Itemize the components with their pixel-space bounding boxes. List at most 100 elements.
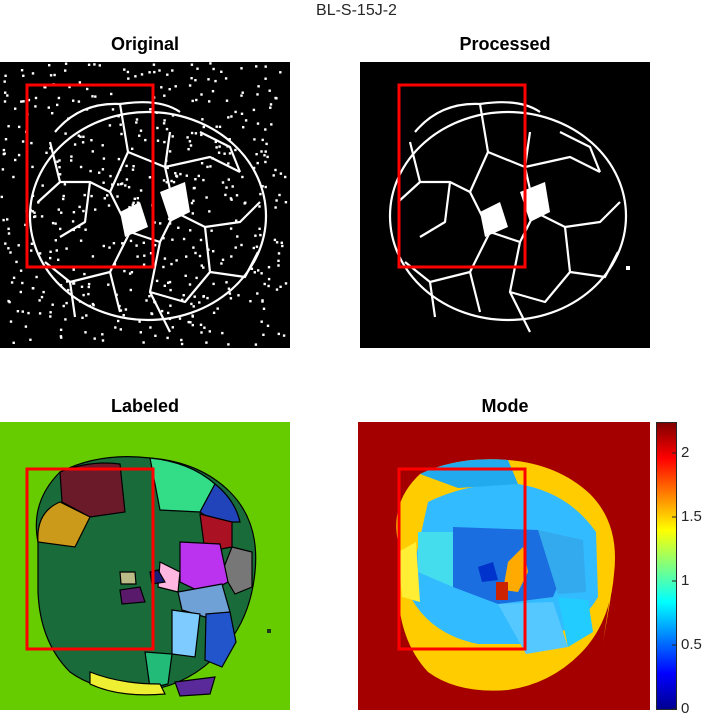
colorbar-tick-label: 2 <box>681 444 690 461</box>
noise-speck <box>163 284 166 287</box>
noise-speck <box>127 186 131 189</box>
noise-speck <box>208 100 211 103</box>
noise-speck <box>171 69 174 72</box>
noise-speck <box>49 147 52 150</box>
noise-speck <box>191 99 194 103</box>
noise-speck <box>190 201 194 205</box>
noise-speck <box>48 64 51 67</box>
noise-speck <box>168 88 171 91</box>
noise-speck <box>49 74 53 77</box>
roi-box <box>25 83 155 269</box>
noise-speck <box>200 264 203 267</box>
noise-speck <box>142 341 145 344</box>
noise-speck <box>209 62 212 65</box>
noise-speck <box>182 294 185 297</box>
noise-speck <box>107 204 111 207</box>
noise-speck <box>256 292 259 295</box>
noise-speck <box>241 175 244 179</box>
noise-speck <box>131 147 134 150</box>
noise-speck <box>119 309 123 312</box>
noise-speck <box>255 153 258 156</box>
noise-speck <box>72 99 75 102</box>
noise-speck <box>82 293 85 297</box>
noise-speck <box>79 165 83 169</box>
noise-speck <box>66 280 69 283</box>
noise-speck <box>200 162 204 165</box>
noise-speck <box>199 238 203 242</box>
noise-speck <box>142 241 145 244</box>
noise-speck <box>17 153 21 157</box>
noise-speck <box>264 65 267 68</box>
noise-speck <box>162 122 166 125</box>
noise-speck <box>217 151 221 154</box>
noise-speck <box>4 138 8 141</box>
noise-speck <box>9 251 12 254</box>
noise-speck <box>264 128 267 131</box>
noise-speck <box>274 96 277 100</box>
noise-speck <box>185 255 188 258</box>
noise-speck <box>68 85 71 89</box>
noise-speck <box>170 262 173 266</box>
noise-speck <box>12 341 15 344</box>
noise-speck <box>227 116 230 119</box>
noise-speck <box>236 235 239 238</box>
noise-speck <box>275 288 279 291</box>
noise-speck <box>279 285 282 288</box>
noise-speck <box>267 266 271 269</box>
noise-speck <box>102 157 106 160</box>
noise-speck <box>168 150 172 153</box>
noise-speck <box>41 184 44 187</box>
noise-speck <box>182 237 186 241</box>
noise-speck <box>112 242 116 245</box>
noise-speck <box>278 193 281 197</box>
noise-speck <box>227 178 230 181</box>
noise-speck <box>268 89 271 92</box>
noise-speck <box>223 152 226 155</box>
noise-speck <box>255 245 259 248</box>
noise-speck <box>267 284 270 288</box>
noise-speck <box>138 320 141 323</box>
noise-speck <box>206 165 209 169</box>
noise-speck <box>31 210 34 213</box>
noise-speck <box>181 298 184 301</box>
noise-speck <box>81 141 85 144</box>
noise-speck <box>49 256 52 260</box>
noise-speck <box>154 334 157 337</box>
noise-speck <box>144 138 147 142</box>
noise-speck <box>123 269 126 273</box>
noise-speck <box>94 208 97 211</box>
noise-speck <box>190 77 193 80</box>
noise-speck <box>67 288 70 292</box>
noise-speck <box>274 168 277 172</box>
noise-speck <box>170 179 173 183</box>
noise-speck <box>60 336 63 339</box>
noise-speck <box>179 172 182 176</box>
noise-speck <box>119 328 122 331</box>
noise-speck <box>131 168 135 171</box>
noise-speck <box>121 242 124 245</box>
noise-speck <box>259 192 262 196</box>
noise-speck <box>91 302 95 306</box>
noise-speck <box>64 132 67 135</box>
noise-speck <box>172 180 176 184</box>
noise-speck <box>108 124 112 127</box>
roi-box <box>397 83 527 269</box>
noise-speck <box>139 129 143 132</box>
noise-speck <box>31 287 35 290</box>
noise-speck <box>187 148 190 151</box>
noise-speck <box>188 84 192 87</box>
noise-speck <box>171 326 174 329</box>
noise-speck <box>90 194 93 198</box>
noise-speck <box>91 95 94 98</box>
noise-speck <box>277 264 280 267</box>
noise-speck <box>264 77 267 80</box>
noise-speck <box>163 119 166 122</box>
noise-speck <box>70 159 73 162</box>
noise-speck <box>37 201 40 204</box>
noise-speck <box>145 299 148 302</box>
noise-speck <box>225 99 229 102</box>
noise-speck <box>163 140 166 144</box>
noise-speck <box>254 343 258 346</box>
noise-speck <box>266 155 269 159</box>
noise-speck <box>30 249 33 252</box>
